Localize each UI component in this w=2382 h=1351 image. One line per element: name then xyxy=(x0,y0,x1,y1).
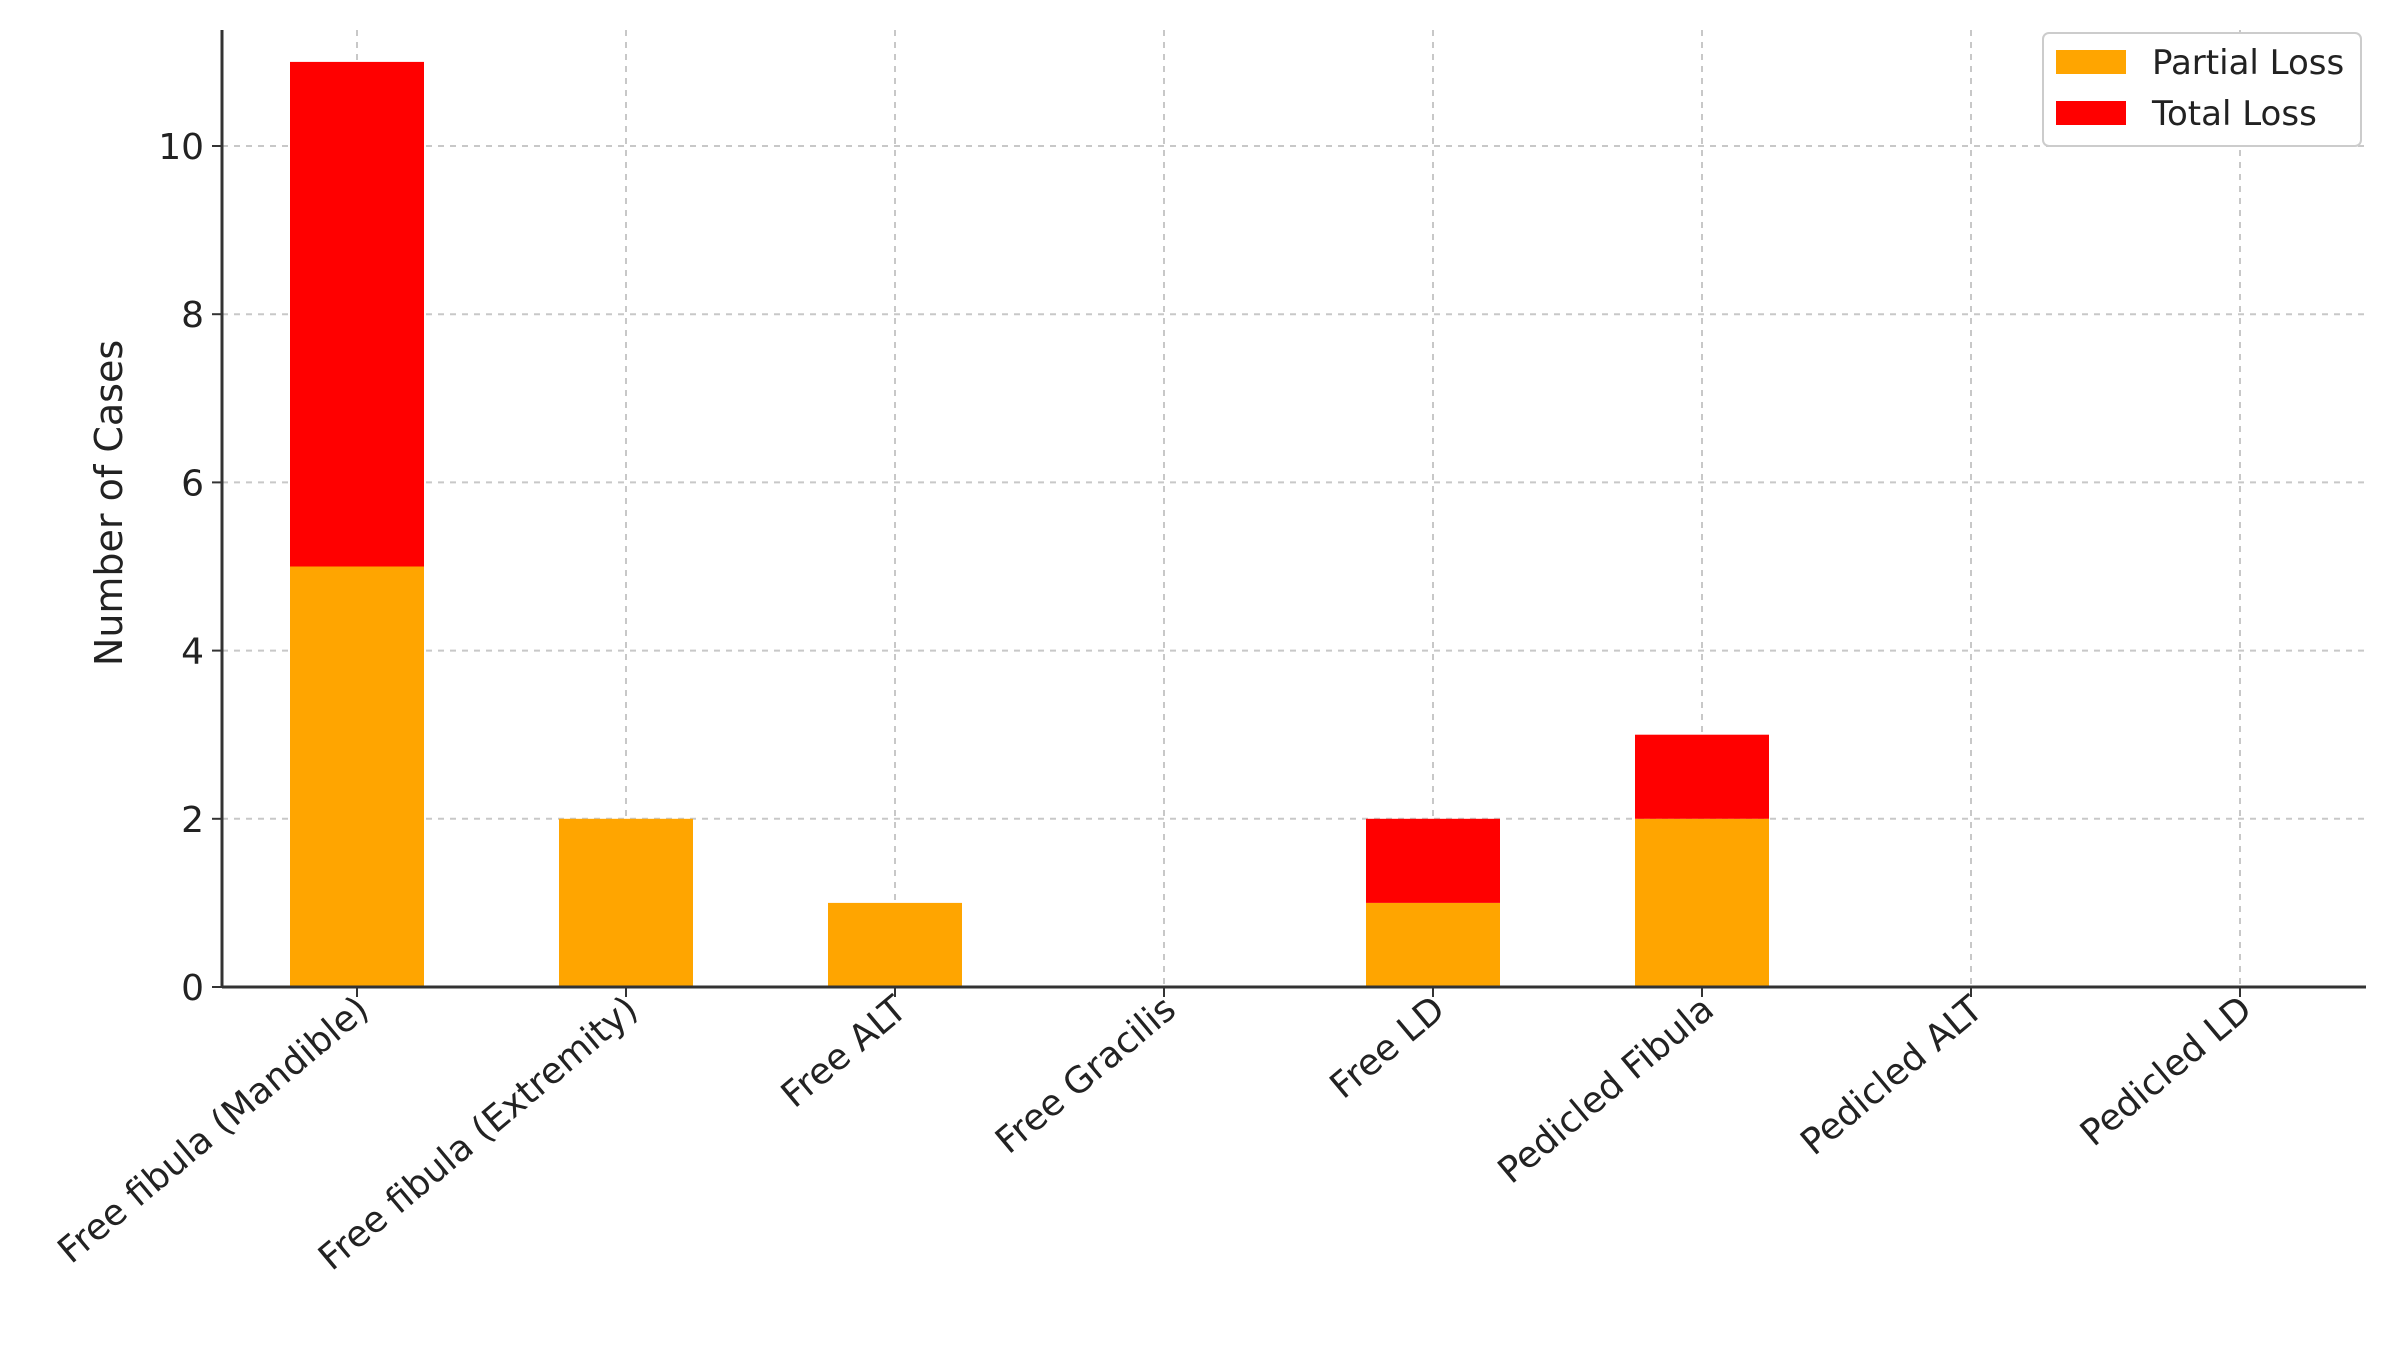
legend-swatch-total-loss xyxy=(2056,101,2126,125)
legend-label-partial-loss: Partial Loss xyxy=(2152,43,2344,83)
y-tick-labels: 0 2 4 6 8 10 xyxy=(158,127,204,1009)
y-tick-label: 6 xyxy=(181,463,204,504)
bar-partial-loss xyxy=(828,902,962,987)
legend-swatch-partial-loss xyxy=(2056,50,2126,74)
x-tick-label: Pedicled Fibula xyxy=(1491,988,1722,1191)
bar-partial-loss xyxy=(1366,902,1500,987)
bar-total-loss xyxy=(1366,818,1500,903)
x-tick-label: Pedicled LD xyxy=(2073,988,2260,1154)
x-tick-label: Free LD xyxy=(1323,988,1453,1107)
bar-partial-loss xyxy=(1635,818,1769,987)
bar-partial-loss xyxy=(290,566,424,987)
bars xyxy=(290,61,1769,987)
y-axis-label: Number of Cases xyxy=(87,340,131,666)
legend: Partial Loss Total Loss xyxy=(2042,32,2362,147)
bar-total-loss xyxy=(290,61,424,567)
bar-total-loss xyxy=(1635,734,1769,819)
y-tick-label: 10 xyxy=(158,127,204,168)
legend-label-total-loss: Total Loss xyxy=(2151,94,2317,134)
y-tick-label: 2 xyxy=(181,800,204,841)
x-tick-label: Free Gracilis xyxy=(988,988,1184,1162)
x-tick-labels: Free fibula (Mandible)Free fibula (Extre… xyxy=(50,988,2259,1279)
y-tick-label: 8 xyxy=(181,295,204,336)
bar-partial-loss xyxy=(559,818,693,987)
axes xyxy=(212,30,2366,997)
y-tick-label: 0 xyxy=(181,968,204,1009)
y-tick-label: 4 xyxy=(181,632,204,673)
x-tick-label: Pedicled ALT xyxy=(1793,988,1991,1164)
grid-lines xyxy=(222,30,2366,987)
x-tick-label: Free ALT xyxy=(774,988,916,1116)
x-tick-label: Free fibula (Mandible) xyxy=(50,988,376,1271)
